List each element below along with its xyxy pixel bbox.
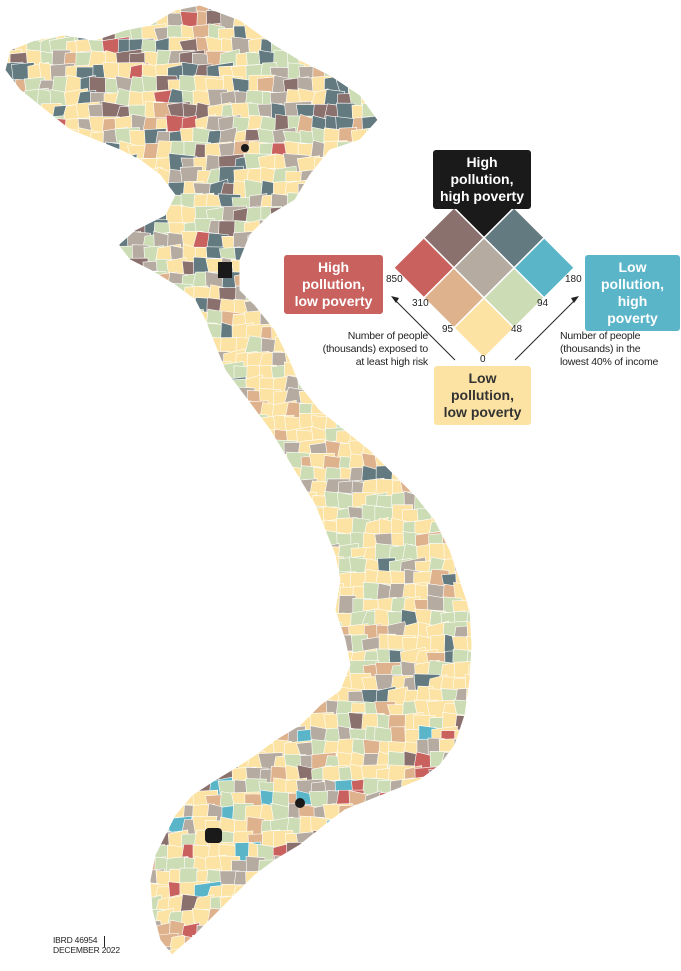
pollution-tick-0: 0 — [480, 354, 486, 365]
poverty-tick-94: 94 — [537, 298, 549, 309]
legend-label-high-pollution-low-poverty: High pollution, low poverty — [284, 255, 383, 314]
map-credit-id: IBRD 46954 — [53, 935, 98, 945]
pollution-tick-850: 850 — [386, 274, 403, 285]
map-credit: IBRD 46954 DECEMBER 2022 — [53, 935, 120, 955]
hanoi-marker — [241, 144, 249, 152]
credit-divider — [104, 936, 105, 947]
legend-axis-arrows — [391, 296, 579, 361]
cantho-marker — [205, 828, 222, 843]
legend-label-high-pollution-high-poverty: High pollution, high poverty — [433, 150, 531, 209]
legend-label-low-pollution-low-poverty: Low pollution, low poverty — [434, 366, 531, 425]
poverty-tick-48: 48 — [511, 324, 523, 335]
legend-label-low-pollution-high-poverty: Low pollution, high poverty — [585, 255, 680, 331]
vinh-marker — [218, 262, 232, 278]
pollution-tick-310: 310 — [412, 298, 429, 309]
legend-poverty-axis-note: Number of people (thousands) in the lowe… — [560, 330, 659, 368]
poverty-tick-180: 180 — [565, 274, 582, 285]
pollution-tick-95: 95 — [442, 324, 454, 335]
map-credit-date: DECEMBER 2022 — [53, 945, 120, 955]
hcmc-marker — [295, 798, 305, 808]
legend-pollution-axis-note: Number of people (thousands) exposed to … — [322, 330, 429, 368]
